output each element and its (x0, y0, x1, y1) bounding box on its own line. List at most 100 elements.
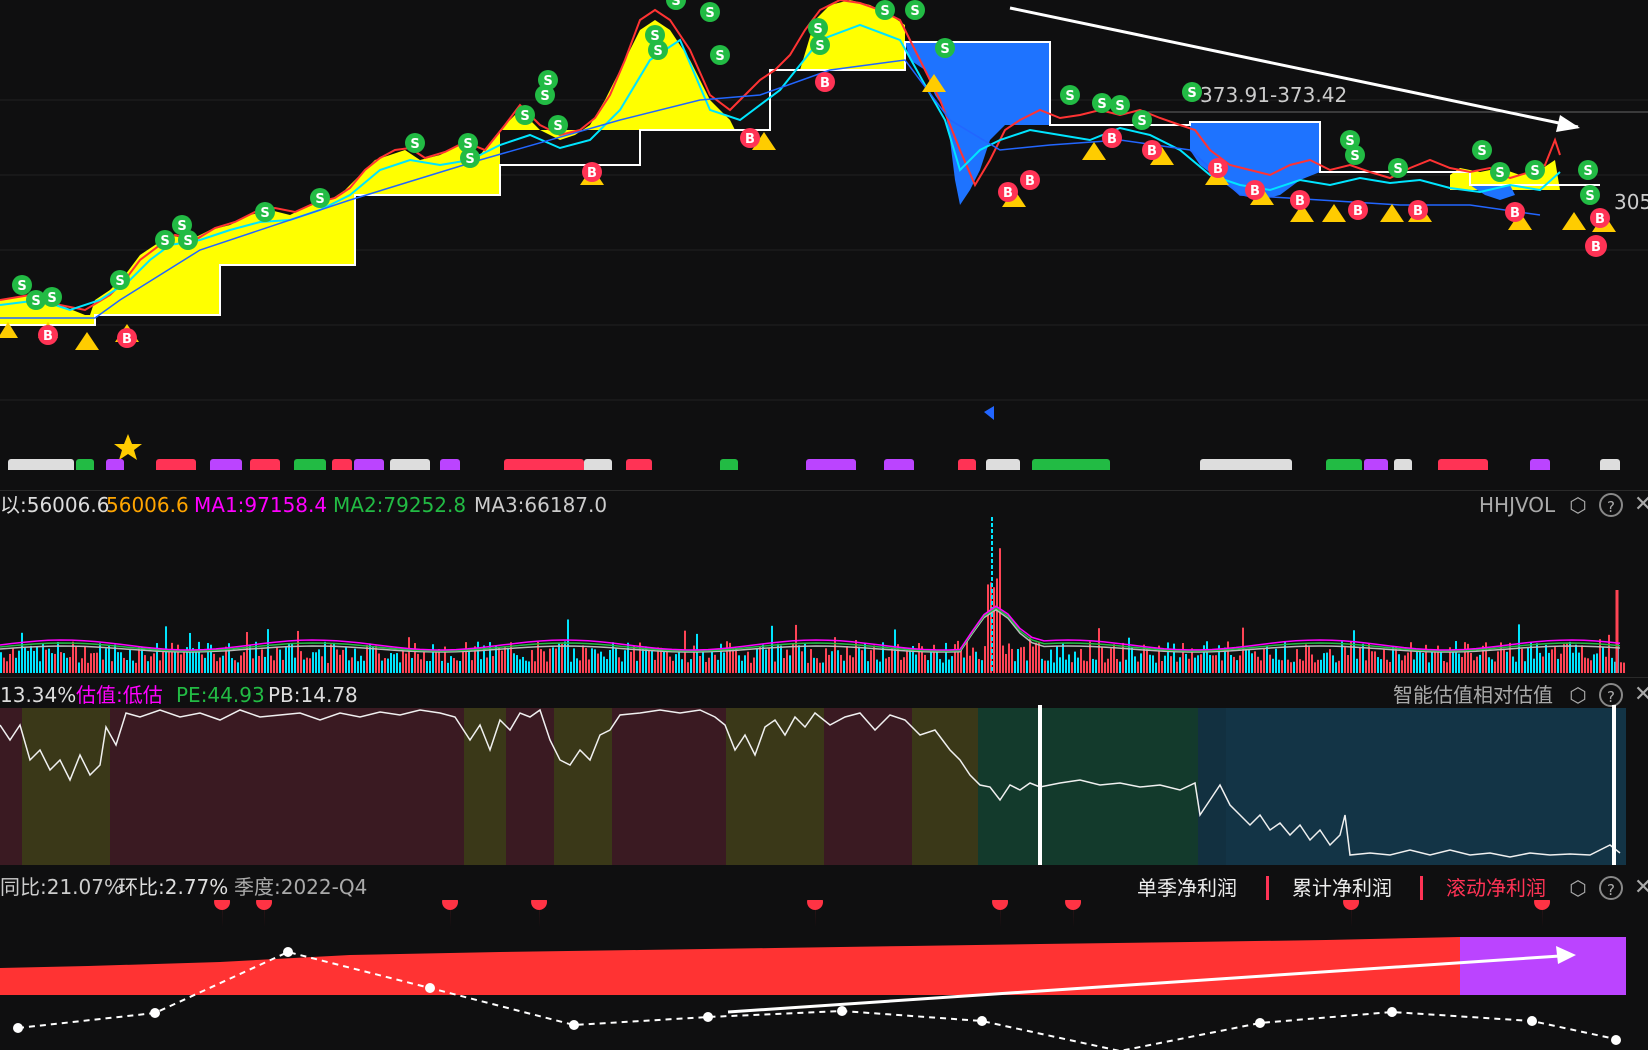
volume-bar (1245, 650, 1247, 673)
volume-bar (1188, 658, 1190, 673)
volume-bar (393, 654, 395, 673)
volume-bar (114, 644, 116, 673)
volume-bar (1218, 645, 1220, 673)
volume-bar (336, 649, 338, 673)
vol-indicator-name[interactable]: HHJVOL (1479, 493, 1556, 517)
volume-bar (507, 647, 509, 673)
main-price-chart[interactable]: SS S SSS SSS S SS SSS SSS SSS SSS SSS S SS … (0, 0, 1648, 470)
volume-bar (363, 660, 365, 673)
volume-bar (1593, 654, 1595, 673)
svg-text:S: S (715, 49, 724, 64)
legend-cumulative[interactable]: 累计净利润 (1292, 876, 1392, 900)
volume-bar (1602, 647, 1604, 673)
volume-bar (84, 646, 86, 673)
volume-bar (783, 658, 785, 673)
volume-bar (819, 662, 821, 673)
svg-text:S: S (705, 6, 714, 21)
volume-bar (639, 642, 641, 673)
volume-bar (1389, 661, 1391, 673)
volume-bar (519, 659, 521, 673)
volume-bar (795, 624, 797, 673)
volume-bar (240, 655, 242, 673)
volume-bar (780, 645, 782, 673)
svg-text:B: B (745, 132, 755, 147)
svg-text:S: S (940, 42, 949, 57)
pe-label: PE:44.93 (176, 683, 265, 707)
legend-single-quarter[interactable]: 单季净利润 (1137, 876, 1237, 900)
volume-bar (1074, 651, 1076, 673)
volume-bar (681, 659, 683, 673)
volume-bar (261, 649, 263, 673)
volume-bar (483, 645, 485, 673)
legend-rolling[interactable]: 滚动净利润 (1446, 876, 1546, 900)
volume-bar (270, 655, 272, 673)
volume-bar (741, 660, 743, 673)
volume-bar (1047, 660, 1049, 673)
volume-bar (420, 659, 422, 673)
volume-bar (1137, 661, 1139, 673)
volume-bar (996, 578, 998, 673)
volume-bar (882, 642, 884, 673)
volume-bar (9, 653, 11, 673)
volume-bar (1353, 630, 1355, 673)
volume-bar (753, 657, 755, 673)
settings-hexagon-icon[interactable]: ⬡ (1569, 493, 1587, 517)
question-icon[interactable]: ? (1599, 683, 1623, 707)
volume-bar (651, 650, 653, 673)
volume-bar (1599, 639, 1601, 673)
volume-bar (834, 637, 836, 673)
svg-text:B: B (1510, 206, 1520, 221)
volume-bar (1179, 657, 1181, 673)
volume-bar (1488, 657, 1490, 673)
volume-bar (1077, 657, 1079, 673)
volume-bar (306, 657, 308, 673)
close-icon[interactable]: ✕ (1634, 492, 1648, 517)
svg-text:B: B (1250, 184, 1260, 199)
price-range-label: 373.91-373.42 (1200, 83, 1348, 107)
volume-bar (1233, 656, 1235, 673)
volume-bar (468, 648, 470, 673)
volume-bar (825, 648, 827, 673)
svg-text:S: S (1187, 86, 1196, 101)
volume-bar (237, 662, 239, 673)
volume-bar (372, 646, 374, 673)
question-icon[interactable]: ? (1599, 493, 1623, 517)
volume-bar (357, 661, 359, 673)
question-icon[interactable]: ? (1599, 876, 1623, 900)
volume-bar (330, 644, 332, 673)
volume-bar (939, 659, 941, 673)
volume-bar (981, 660, 983, 673)
volume-bar (621, 661, 623, 673)
qoq-label: 环比:2.77% (118, 875, 229, 899)
volume-bar (1521, 648, 1523, 673)
volume-bar (678, 649, 680, 673)
volume-bar (738, 655, 740, 673)
volume-bar (1119, 661, 1121, 673)
volume-bar (723, 652, 725, 673)
svg-text:S: S (1065, 89, 1074, 104)
volume-bar (687, 662, 689, 673)
volume-bar (774, 661, 776, 673)
close-icon[interactable]: ✕ (1634, 875, 1648, 900)
volume-bar (1407, 652, 1409, 673)
volume-bar (1299, 659, 1301, 673)
volume-bar (1239, 655, 1241, 673)
volume-bar (99, 643, 101, 673)
valuation-indicator-name[interactable]: 智能估值相对估值 (1393, 683, 1553, 707)
quarter-label: 季度:2022-Q4 (234, 875, 368, 899)
volume-bar (1320, 659, 1322, 673)
settings-hexagon-icon[interactable]: ⬡ (1569, 683, 1587, 707)
volume-bar (765, 649, 767, 673)
volume-bar (1476, 656, 1478, 673)
volume-bar (669, 656, 671, 673)
volume-bar (648, 650, 650, 673)
close-icon[interactable]: ✕ (1634, 682, 1648, 707)
volume-bar (1449, 647, 1451, 673)
volume-bar (903, 657, 905, 673)
volume-bar (897, 644, 899, 673)
volume-bar (1440, 652, 1442, 673)
volume-bar (273, 660, 275, 673)
volume-bar (1578, 652, 1580, 673)
settings-hexagon-icon[interactable]: ⬡ (1569, 876, 1587, 900)
